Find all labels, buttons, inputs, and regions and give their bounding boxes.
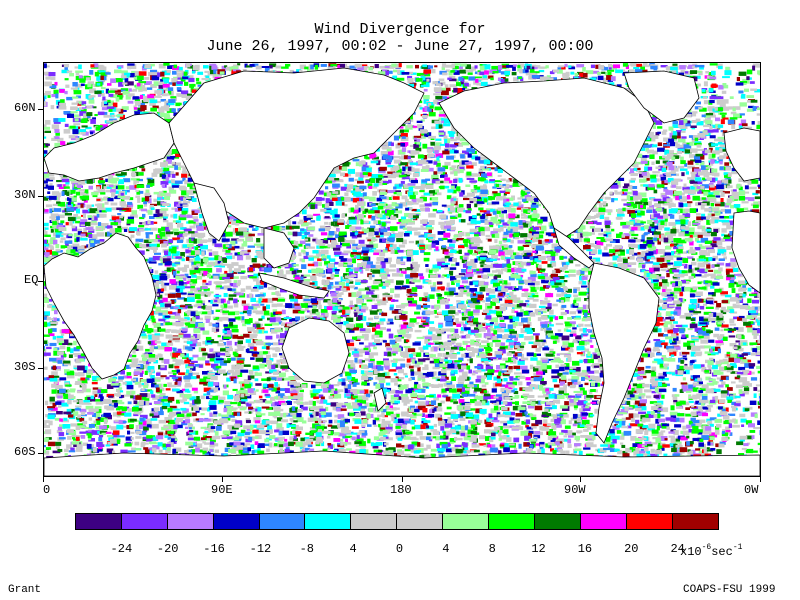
land-australia (281, 317, 350, 384)
land-india (193, 182, 230, 242)
land-europe-west (723, 127, 760, 182)
lat-tick (38, 453, 43, 454)
lon-label-0w: 0W (744, 483, 759, 497)
land-central-america (553, 227, 595, 269)
color-swatch (305, 514, 352, 529)
lat-tick (38, 281, 43, 282)
lat-label-eq: EQ (24, 273, 39, 287)
lon-tick (580, 477, 581, 482)
color-scale-bar (75, 513, 720, 530)
map-subtitle-date-range: June 26, 1997, 00:02 - June 27, 1997, 00… (206, 38, 594, 55)
color-scale-label: 16 (577, 542, 593, 556)
land-africa (44, 232, 157, 380)
color-swatch (443, 514, 490, 529)
land-outlines (44, 67, 760, 476)
color-swatch (351, 514, 398, 529)
lat-tick (38, 196, 43, 197)
color-swatch (167, 514, 214, 529)
land-north-america (438, 77, 655, 239)
land-new-zealand (373, 387, 387, 412)
color-swatch (626, 514, 673, 529)
color-scale-label: 0 (395, 542, 404, 556)
lat-label-60n: 60N (14, 101, 36, 115)
world-map-svg (44, 63, 760, 476)
lon-tick (43, 477, 44, 482)
lat-label-30n: 30N (14, 188, 36, 202)
land-africa-west (731, 210, 760, 294)
land-south-america (588, 262, 660, 444)
map-panel (43, 62, 761, 477)
color-swatch (489, 514, 535, 529)
color-swatch (76, 514, 122, 529)
land-europe (44, 112, 175, 182)
map-title: Wind Divergence for (314, 21, 486, 38)
color-swatch (534, 514, 581, 529)
credit-author: Grant (8, 584, 42, 596)
color-scale-label: 4 (349, 542, 357, 556)
color-scale-label: -12 (249, 542, 272, 556)
land-indonesia (258, 272, 330, 299)
color-swatch (580, 514, 627, 529)
lon-label-90e: 90E (211, 483, 233, 497)
lat-label-60s: 60S (14, 445, 36, 459)
lat-label-30s: 30S (14, 360, 36, 374)
land-greenland (623, 70, 700, 124)
color-swatch (259, 514, 306, 529)
units-label: x10-6sec-1 (680, 543, 743, 559)
color-scale-label: 24 (670, 542, 685, 556)
color-scale-label: 4 (442, 542, 450, 556)
credit-organization: COAPS-FSU 1999 (683, 584, 776, 596)
color-swatch (213, 514, 260, 529)
color-scale-label: 12 (531, 542, 546, 556)
color-scale-label: -20 (156, 542, 179, 556)
lon-label-90w: 90W (564, 483, 586, 497)
lon-tick (402, 477, 403, 482)
color-scale-label: -16 (203, 542, 225, 556)
lat-tick (38, 109, 43, 110)
color-swatch (672, 514, 719, 529)
color-swatch (121, 514, 168, 529)
land-se-asia (263, 227, 295, 269)
lon-label-180: 180 (390, 483, 412, 497)
color-scale-label: 20 (624, 542, 639, 556)
color-scale-label: -24 (110, 542, 133, 556)
color-scale-label: 8 (488, 542, 496, 556)
lat-tick (38, 368, 43, 369)
lon-tick (222, 477, 223, 482)
lon-label-0: 0 (43, 483, 51, 497)
land-antarctica (44, 450, 760, 476)
lon-tick (760, 477, 761, 482)
color-scale-label: -8 (299, 542, 314, 556)
color-swatch (397, 514, 444, 529)
